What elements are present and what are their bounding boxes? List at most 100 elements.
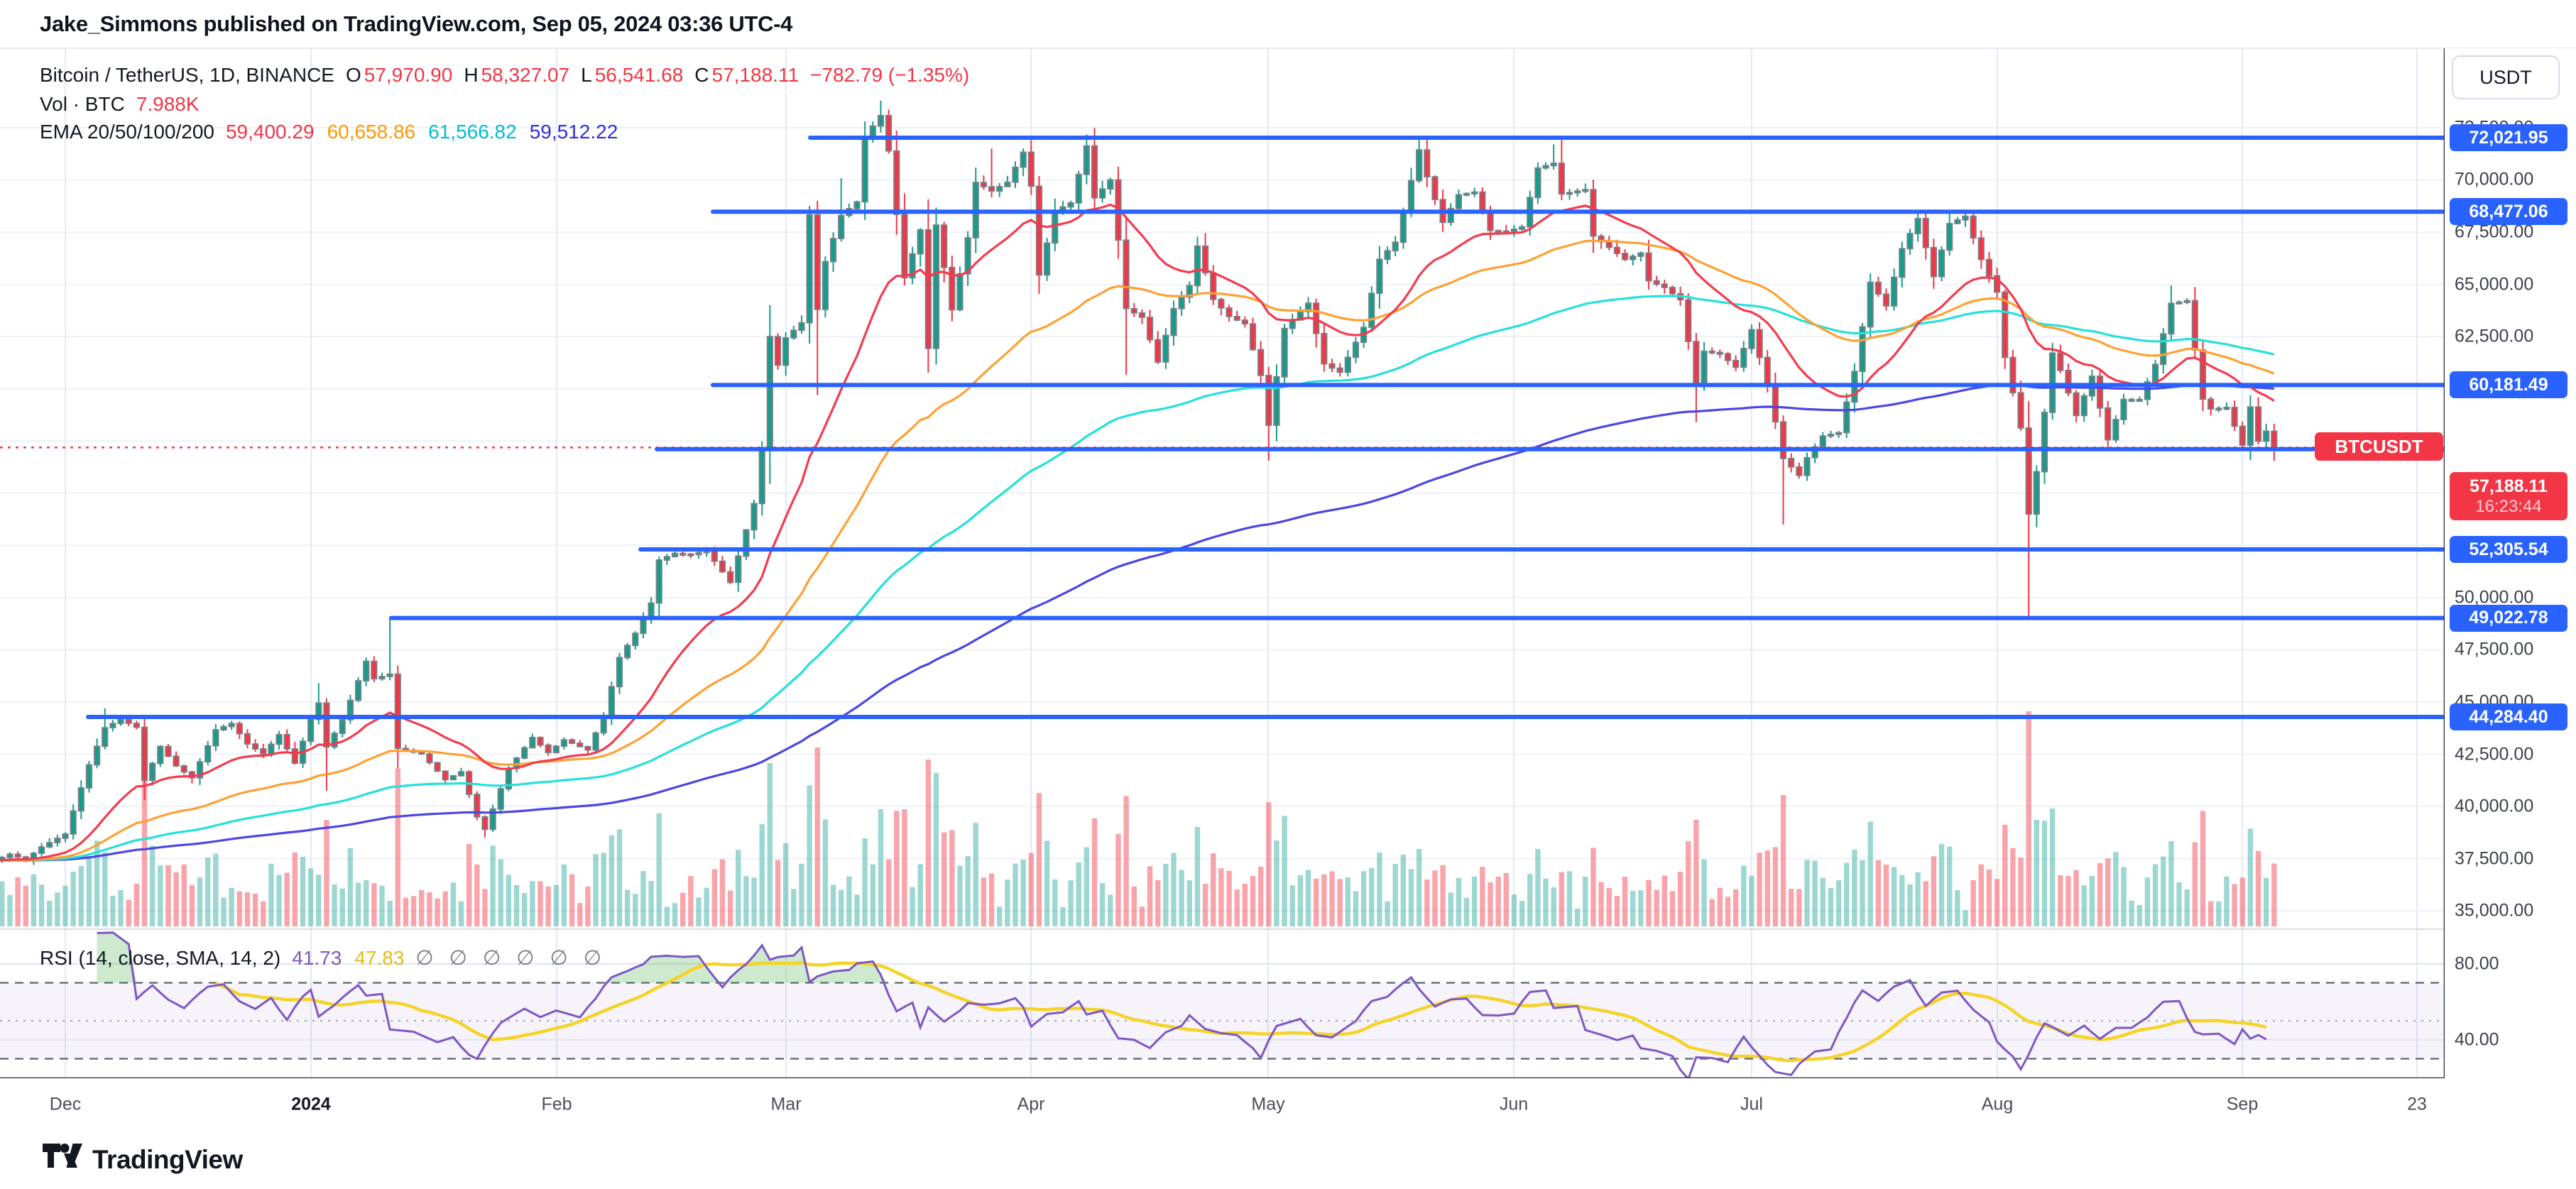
volume-bar (1257, 866, 1264, 926)
volume-bar (585, 886, 591, 926)
volume-bar (696, 897, 702, 926)
time-axis-label: Jun (1499, 1094, 1529, 1114)
rsi-axis-label: 40.00 (2455, 1029, 2499, 1050)
volume-bar (1337, 879, 1343, 926)
candle-body (853, 201, 861, 209)
volume-bar (268, 863, 274, 926)
candle-body (180, 765, 187, 773)
candle-body (497, 788, 504, 810)
candle-body (220, 725, 227, 730)
candle-body (1233, 315, 1240, 321)
volume-bar (513, 884, 520, 926)
volume-bar (498, 859, 503, 926)
volume-bar (1424, 880, 1430, 926)
volume-bar (474, 864, 480, 926)
candle-body (371, 660, 378, 680)
volume-bar (1867, 821, 1873, 926)
volume-bar (2065, 876, 2071, 926)
ema-value: 59,512.22 (529, 121, 618, 143)
rsi-label[interactable]: RSI (14, close, SMA, 14, 2) (40, 946, 281, 969)
volume-bar (1076, 862, 1081, 926)
volume-bar (648, 881, 654, 926)
volume-bar (2200, 811, 2206, 926)
volume-value: 7.988K (136, 93, 200, 115)
candle-body (909, 253, 916, 279)
volume-bar (2089, 875, 2095, 926)
volume-bar (15, 877, 21, 926)
volume-bar (1329, 871, 1335, 926)
candle-body (1344, 356, 1351, 373)
volume-bar (1757, 853, 1762, 926)
volume-bar (1566, 871, 1573, 926)
volume-bar (1044, 840, 1050, 926)
volume-bar (997, 906, 1003, 926)
volume-bar (347, 848, 354, 926)
volume-bar (1488, 882, 1493, 926)
candle-body (354, 680, 362, 701)
volume-bar (1559, 872, 1565, 926)
candle-body (1210, 272, 1217, 300)
candle-body (1138, 312, 1145, 318)
volume-bar (126, 899, 131, 926)
tradingview-logo[interactable]: TradingView (43, 1143, 243, 1176)
candle-body (758, 449, 765, 505)
volume-bar (2113, 852, 2119, 926)
currency-toggle-button[interactable]: USDT (2452, 55, 2560, 99)
candle-body (687, 553, 694, 557)
volume-bar (1463, 897, 1470, 926)
volume-bar (1519, 901, 1525, 926)
candle-body (1764, 356, 1771, 386)
candle-body (378, 676, 386, 680)
volume-bar (1764, 850, 1770, 926)
ema-line (0, 295, 2275, 862)
volume-bar (1693, 820, 1699, 926)
candle-body (1811, 446, 1818, 459)
volume-bar (1123, 796, 1129, 926)
candle-body (70, 810, 77, 835)
volume-bar (1440, 865, 1446, 926)
price-axis-label: 65,000.00 (2455, 274, 2534, 295)
volume-bar (506, 875, 512, 926)
price-axis[interactable]: USDT 72,500.0070,000.0067,500.0065,000.0… (2445, 48, 2576, 1078)
candle-body (38, 846, 45, 854)
candle-body (1843, 401, 1850, 434)
candle-body (1162, 334, 1169, 363)
volume-bar (807, 785, 812, 926)
ema-value: 59,400.29 (225, 121, 315, 143)
volume-bar (1899, 875, 1905, 926)
candle-body (1392, 241, 1399, 252)
volume-bar (1646, 880, 1652, 926)
symbol-title[interactable]: Bitcoin / TetherUS, 1D, BINANCE (40, 64, 334, 86)
candle-body (1431, 176, 1439, 201)
candle-body (228, 723, 235, 728)
volume-bar (197, 877, 203, 926)
volume-bar (23, 886, 28, 926)
volume-bar (719, 859, 726, 926)
candle-body (363, 660, 370, 681)
time-axis[interactable]: Dec 2024 Feb Mar Apr May Jun Jul Aug Sep 23 (0, 1078, 2576, 1130)
candle-body (956, 273, 964, 311)
volume-bar (910, 887, 915, 926)
candle-body (2080, 395, 2087, 417)
volume-bar (307, 868, 314, 926)
candle-body (917, 229, 924, 255)
candle-body (1645, 252, 1652, 282)
volume-bar (213, 853, 219, 926)
candle-body (275, 733, 283, 745)
candle-body (1257, 349, 1265, 376)
volume-bar (1994, 879, 2000, 926)
ohlc-part: O 57,970.90 (345, 64, 453, 86)
volume-bar (229, 887, 234, 926)
ema-label[interactable]: EMA 20/50/100/200 (40, 121, 214, 143)
volume-bar (870, 864, 875, 926)
volume-bar (830, 884, 836, 926)
candle-body (663, 556, 671, 561)
volume-label[interactable]: Vol · BTC (40, 93, 125, 115)
volume-bar (688, 876, 694, 926)
candle-body (577, 743, 584, 747)
candle-body (1376, 258, 1383, 295)
candle-body (1471, 191, 1478, 194)
volume-bar (1305, 870, 1311, 926)
volume-bar (427, 892, 432, 926)
